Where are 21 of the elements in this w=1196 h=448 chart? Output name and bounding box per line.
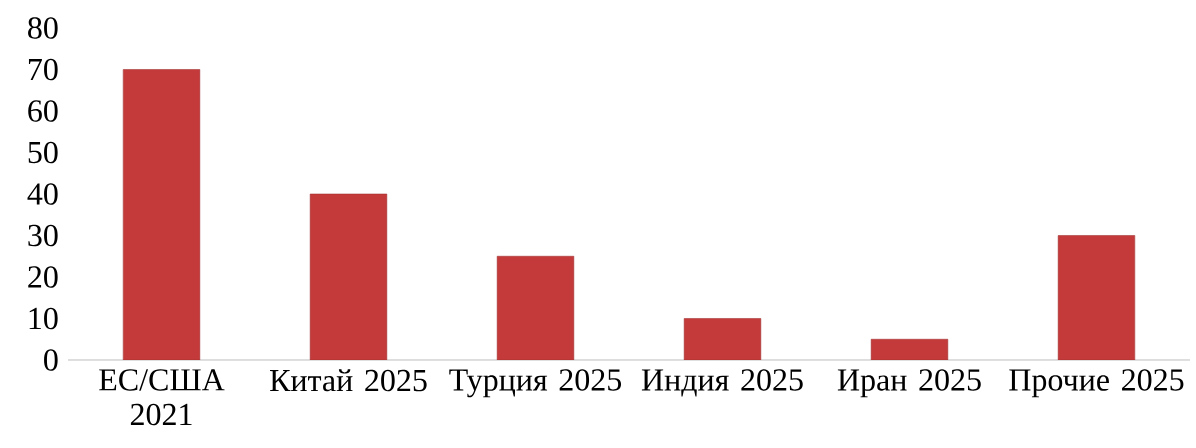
y-tick-label: 80 xyxy=(28,17,58,39)
y-tick-label: 40 xyxy=(27,183,58,205)
bar xyxy=(496,255,575,360)
bar xyxy=(870,338,949,360)
bar xyxy=(122,69,201,360)
y-tick-label: 10 xyxy=(29,307,58,330)
x-tick-label: Индия 2025 xyxy=(641,369,803,397)
bar xyxy=(309,193,388,360)
bar xyxy=(683,318,762,360)
x-tick-label: Иран 2025 xyxy=(837,369,981,398)
x-tick-label: Прочие 2025 xyxy=(1009,369,1184,398)
y-tick-label: 60 xyxy=(28,100,58,122)
x-tick-label: Китай 2025 xyxy=(270,369,427,392)
y-tick-label: 30 xyxy=(28,224,58,247)
y-tick-label: 70 xyxy=(28,58,58,81)
bar xyxy=(1057,235,1136,360)
x-tick-label: ЕС/США 2021 xyxy=(99,369,225,426)
y-tick-label: 20 xyxy=(28,266,58,288)
y-tick-label: 0 xyxy=(44,349,58,371)
x-tick-label: Турция 2025 xyxy=(449,369,622,398)
y-tick-label: 50 xyxy=(28,141,58,164)
